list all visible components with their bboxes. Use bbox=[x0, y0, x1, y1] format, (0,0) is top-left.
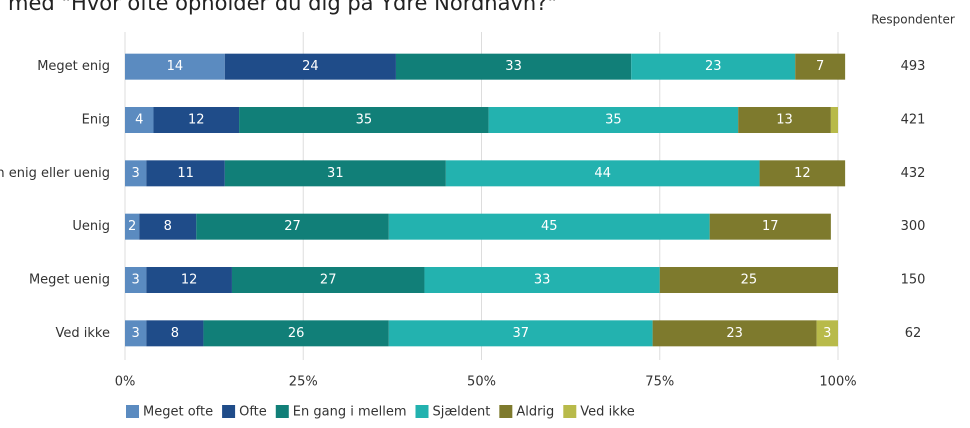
segment-label: 45 bbox=[541, 219, 558, 234]
segment-label: 2 bbox=[128, 219, 136, 234]
bar-segment bbox=[125, 213, 140, 240]
bar-segment bbox=[816, 320, 838, 347]
segment-label: 8 bbox=[171, 326, 179, 341]
y-tick-label: Meget enig bbox=[37, 59, 110, 74]
bar-segment bbox=[146, 320, 204, 347]
bar-segment bbox=[146, 160, 225, 187]
bar-segment bbox=[146, 267, 232, 293]
segment-label: 3 bbox=[132, 273, 140, 288]
segment-label: 12 bbox=[181, 273, 198, 288]
legend-swatch bbox=[415, 405, 429, 418]
segment-label: 3 bbox=[132, 326, 140, 341]
respondents-value: 432 bbox=[901, 166, 926, 181]
segment-label: 12 bbox=[794, 166, 811, 181]
legend-swatch bbox=[275, 405, 289, 418]
bar-segment bbox=[125, 267, 147, 293]
bar-segment bbox=[830, 107, 838, 133]
respondents-value: 300 bbox=[901, 219, 926, 234]
bar-segment bbox=[709, 213, 831, 240]
segment-label: 37 bbox=[512, 326, 529, 341]
bar-segment bbox=[125, 53, 225, 80]
bar-segment bbox=[231, 267, 425, 293]
bar-segment bbox=[659, 267, 838, 293]
bar-segment bbox=[759, 160, 846, 187]
x-tick-label: 100% bbox=[819, 375, 856, 390]
segment-label: 23 bbox=[726, 326, 743, 341]
legend-label: En gang i mellem bbox=[293, 405, 407, 420]
segment-label: 12 bbox=[188, 113, 205, 128]
bar-segment bbox=[125, 320, 147, 347]
bar-segment bbox=[196, 213, 389, 240]
bar-segment bbox=[424, 267, 660, 293]
bar-segment bbox=[224, 160, 446, 187]
bar-segment bbox=[388, 213, 710, 240]
respondents-header: Respondenter bbox=[871, 13, 955, 27]
bar-segment bbox=[125, 160, 147, 187]
segment-label: 4 bbox=[135, 113, 143, 128]
x-tick-label: 25% bbox=[289, 375, 318, 390]
segment-label: 35 bbox=[356, 113, 373, 128]
segment-label: 31 bbox=[327, 166, 344, 181]
legend-swatch bbox=[126, 405, 139, 418]
segment-label: 35 bbox=[605, 113, 622, 128]
respondents-value: 493 bbox=[901, 59, 926, 74]
bar-segment bbox=[139, 213, 197, 240]
segment-label: 3 bbox=[132, 166, 140, 181]
y-tick-label: Uenig bbox=[72, 219, 110, 234]
segment-label: 11 bbox=[177, 166, 194, 181]
respondents-value: 62 bbox=[905, 326, 922, 341]
bar-segment bbox=[738, 107, 831, 133]
bar-segment bbox=[239, 107, 489, 133]
segment-label: 7 bbox=[816, 59, 824, 74]
bar-segment bbox=[125, 107, 154, 133]
segment-label: 8 bbox=[164, 219, 172, 234]
legend-swatch bbox=[499, 405, 513, 418]
y-tick-label: Meget uenig bbox=[29, 273, 110, 288]
bar-segment bbox=[395, 53, 632, 80]
legend-label: Ved ikke bbox=[580, 405, 634, 420]
y-tick-label: Ved ikke bbox=[56, 326, 110, 341]
bar-segment bbox=[795, 53, 846, 80]
bar-segment bbox=[224, 53, 396, 80]
bar-segment bbox=[631, 53, 796, 80]
legend-label: Sjældent bbox=[433, 405, 491, 420]
y-tick-label: Enig bbox=[82, 113, 110, 128]
segment-label: 26 bbox=[288, 326, 305, 341]
bar-segment bbox=[388, 320, 653, 347]
segment-label: 33 bbox=[534, 273, 551, 288]
legend-swatch bbox=[222, 405, 236, 418]
legend-label: Ofte bbox=[239, 405, 267, 420]
respondents-value: 421 bbox=[901, 113, 926, 128]
bar-segment bbox=[652, 320, 817, 347]
segment-label: 27 bbox=[284, 219, 301, 234]
bar-segment bbox=[445, 160, 760, 187]
segment-label: 14 bbox=[167, 59, 184, 74]
x-tick-label: 50% bbox=[467, 375, 496, 390]
segment-label: 33 bbox=[505, 59, 522, 74]
x-tick-label: 75% bbox=[645, 375, 674, 390]
segment-label: 23 bbox=[705, 59, 722, 74]
bar-segment bbox=[488, 107, 739, 133]
bar-segment bbox=[153, 107, 240, 133]
bar-segment bbox=[203, 320, 389, 347]
chart-title: med "Hvor ofte opholder du dig på Ydre N… bbox=[8, 0, 557, 15]
segment-label: 44 bbox=[594, 166, 611, 181]
segment-label: 27 bbox=[320, 273, 337, 288]
y-tick-label: Hverken enig eller uenig bbox=[0, 166, 110, 181]
segment-label: 17 bbox=[762, 219, 779, 234]
x-tick-label: 0% bbox=[115, 375, 136, 390]
legend-swatch bbox=[563, 405, 577, 418]
legend-label: Meget ofte bbox=[143, 405, 213, 420]
respondents-value: 150 bbox=[901, 273, 926, 288]
segment-label: 13 bbox=[776, 113, 793, 128]
segment-label: 3 bbox=[823, 326, 831, 341]
segment-label: 24 bbox=[302, 59, 319, 74]
legend-label: Aldrig bbox=[516, 405, 554, 420]
segment-label: 25 bbox=[741, 273, 758, 288]
